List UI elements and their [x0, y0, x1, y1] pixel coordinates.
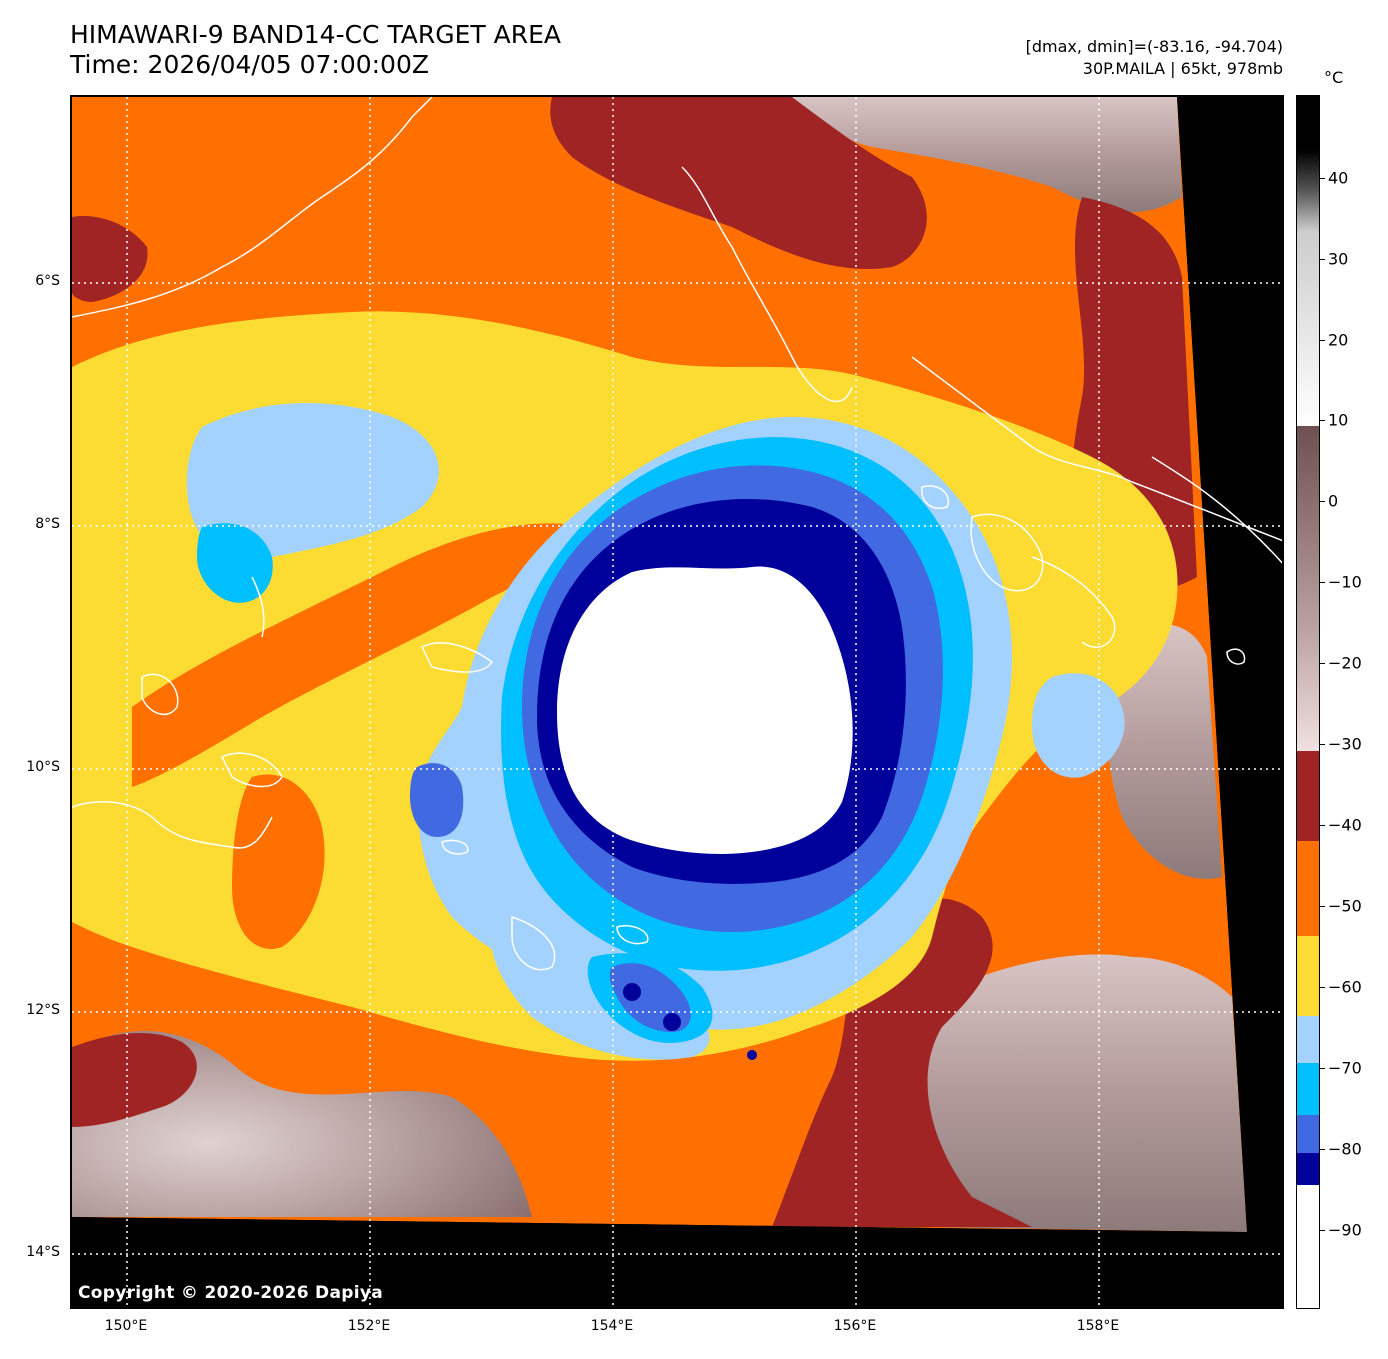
- no-data-south: [72, 1217, 1282, 1307]
- colorbar-tick: [1320, 259, 1325, 260]
- orange-spiral-band: [132, 523, 584, 787]
- lat-label-12s: 12°S: [26, 1002, 60, 1018]
- lon-label-154e: 154°E: [590, 1318, 634, 1334]
- colorbar-tick: [1320, 906, 1325, 907]
- lat-label-14s: 14°S: [26, 1244, 60, 1260]
- coastlines: [72, 97, 1282, 971]
- colorbar-tick: [1320, 501, 1325, 502]
- coldest-cloud-core: [557, 566, 853, 854]
- colorbar-label: 40: [1328, 168, 1349, 188]
- temperature-range-text: [dmax, dmin]=(-83.16, -94.704): [1025, 37, 1283, 56]
- colorbar-label: −50: [1328, 896, 1362, 916]
- colorbar-label: −90: [1328, 1220, 1362, 1240]
- storm-info-text: 30P.MAILA | 65kt, 978mb: [1082, 59, 1283, 78]
- colorbar-yellow-segment: [1297, 936, 1319, 1016]
- colorbar-tick: [1320, 744, 1325, 745]
- light-blue-patch-east: [1032, 673, 1125, 778]
- colorbar-label: −80: [1328, 1139, 1362, 1159]
- colorbar-label: −30: [1328, 734, 1362, 754]
- temperature-colorbar: [1296, 95, 1320, 1309]
- colorbar-label: 30: [1328, 249, 1349, 269]
- colorbar-tick: [1320, 663, 1325, 664]
- colorbar-orange-segment: [1297, 841, 1319, 936]
- colorbar-label: 0: [1328, 491, 1339, 511]
- royal-blue-patch-sw: [410, 763, 464, 837]
- clear-sky-east: [1106, 623, 1222, 879]
- lat-label-10s: 10°S: [26, 759, 60, 775]
- brown-band-southwest: [72, 1032, 197, 1127]
- satellite-imagery: [72, 97, 1282, 1307]
- lon-label-158e: 158°E: [1076, 1318, 1120, 1334]
- colorbar-label: 20: [1328, 330, 1349, 350]
- brown-patch-nw: [72, 216, 148, 302]
- colorbar-label: 10: [1328, 410, 1349, 430]
- colorbar-tick: [1320, 420, 1325, 421]
- lon-label-156e: 156°E: [833, 1318, 877, 1334]
- dark-blue-spot: [747, 1050, 757, 1060]
- colorbar-darkblue-segment: [1297, 1153, 1319, 1185]
- satellite-map: Copyright © 2020-2026 Dapiya: [70, 95, 1284, 1309]
- colorbar-label: −70: [1328, 1058, 1362, 1078]
- colorbar-white-segment: [1297, 1185, 1319, 1308]
- colorbar-tick: [1320, 1068, 1325, 1069]
- colorbar-label: −40: [1328, 815, 1362, 835]
- colorbar-warm-segment: [1297, 96, 1319, 231]
- image-timestamp: Time: 2026/04/05 07:00:00Z: [70, 50, 429, 79]
- lon-label-152e: 152°E: [347, 1318, 391, 1334]
- brown-band-north: [550, 97, 927, 269]
- dark-blue-spot: [623, 983, 641, 1001]
- colorbar-label: −10: [1328, 572, 1362, 592]
- colorbar-light-segment: [1297, 231, 1319, 426]
- colorbar-label: −60: [1328, 977, 1362, 997]
- colorbar-tick: [1320, 987, 1325, 988]
- colorbar-tick: [1320, 1230, 1325, 1231]
- sky-blue-patch-west: [197, 523, 273, 603]
- colorbar-unit: °C: [1324, 68, 1344, 87]
- brown-band-southeast: [772, 898, 1032, 1227]
- clear-sky-northeast: [792, 97, 1182, 213]
- colorbar-tick: [1320, 582, 1325, 583]
- colorbar-tick: [1320, 340, 1325, 341]
- copyright-notice: Copyright © 2020-2026 Dapiya: [78, 1283, 383, 1303]
- lat-label-6s: 6°S: [35, 273, 60, 289]
- graticule: [72, 97, 1282, 1307]
- colorbar-skyblue-segment: [1297, 1063, 1319, 1115]
- orange-band-inner-west: [232, 774, 325, 949]
- no-data-east: [1177, 97, 1282, 1303]
- lat-label-8s: 8°S: [35, 516, 60, 532]
- colorbar-lightblue-segment: [1297, 1016, 1319, 1063]
- light-blue-patches-west: [186, 403, 439, 560]
- colorbar-brown-segment: [1297, 751, 1319, 841]
- colorbar-tick: [1320, 825, 1325, 826]
- clear-sky-southeast: [905, 954, 1247, 1232]
- colorbar-royalblue-segment: [1297, 1115, 1319, 1153]
- colorbar-tick: [1320, 178, 1325, 179]
- dark-blue-spot: [663, 1013, 681, 1031]
- colorbar-label: −20: [1328, 653, 1362, 673]
- lon-label-150e: 150°E: [104, 1318, 148, 1334]
- image-title: HIMAWARI-9 BAND14-CC TARGET AREA: [70, 20, 562, 49]
- colorbar-tick: [1320, 1149, 1325, 1150]
- colorbar-gray-segment: [1297, 426, 1319, 751]
